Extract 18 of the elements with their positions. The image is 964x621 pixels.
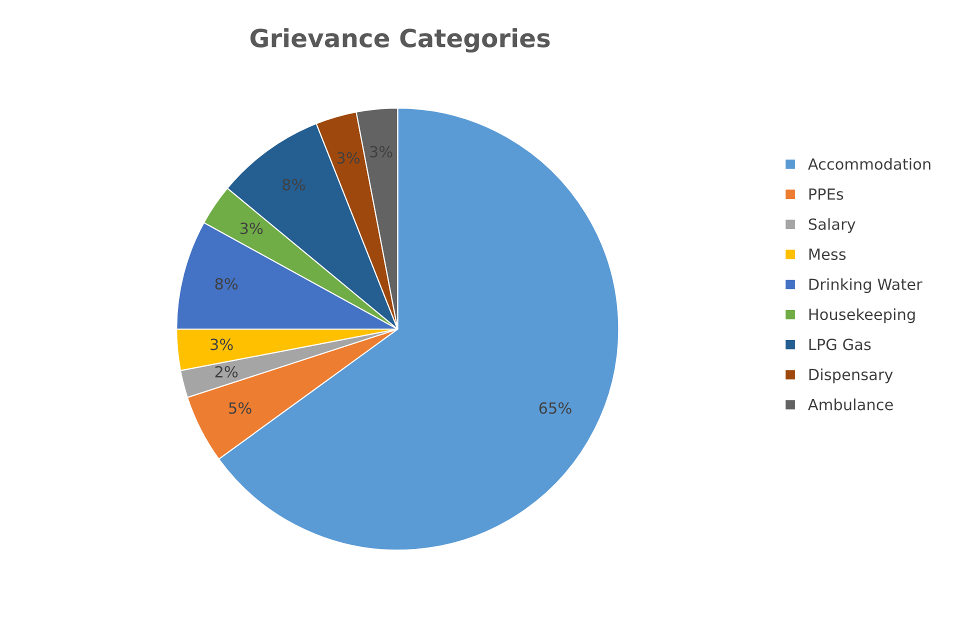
legend-label: Accommodation (808, 158, 930, 170)
data-label: 8% (215, 278, 238, 290)
legend-label: Ambulance (808, 398, 893, 410)
data-label: 3% (210, 338, 233, 350)
data-label: 3% (240, 222, 263, 234)
chart-title: Grievance Categories (250, 28, 550, 53)
legend-label: Mess (809, 248, 846, 260)
data-label: 65% (539, 402, 572, 414)
legend-label: Dispensary (809, 368, 893, 384)
data-label: 3% (337, 152, 360, 164)
data-label: 5% (229, 402, 252, 414)
legend-label: PPEs (809, 188, 844, 200)
legend-label: Salary (808, 218, 856, 233)
legend-label: Housekeeping (809, 308, 915, 324)
legend-label: Drinking Water (809, 278, 922, 294)
data-label: 8% (282, 178, 305, 190)
legend-label: LPG Gas (809, 338, 871, 350)
data-label: 2% (215, 366, 238, 378)
